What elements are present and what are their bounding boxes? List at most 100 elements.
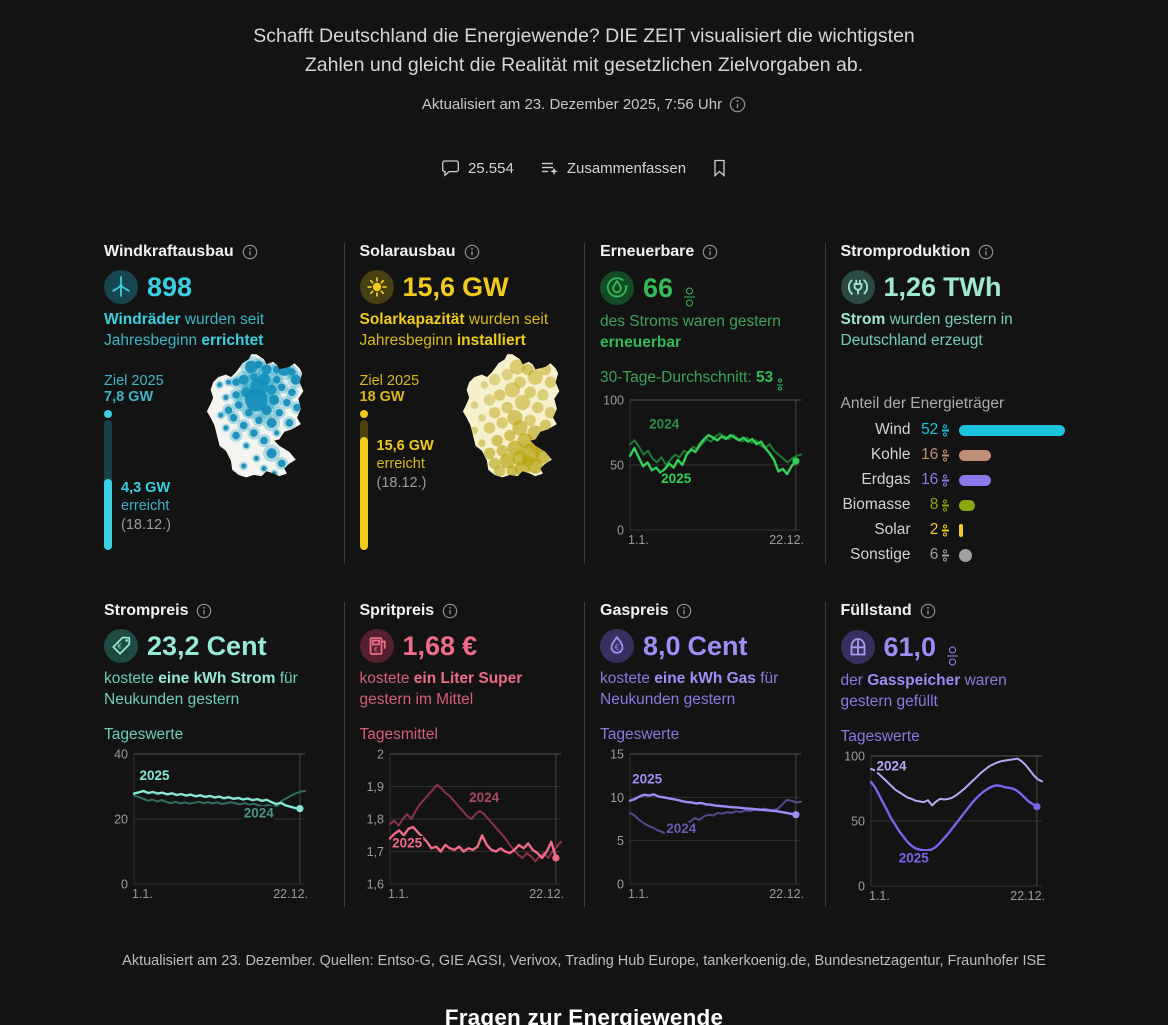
goal-fill: [359, 436, 368, 550]
plug-icon: [840, 270, 875, 304]
summarize-label: Zusammenfassen: [566, 159, 687, 177]
panel-subtitle: Tagesmittel: [359, 726, 438, 743]
panel-unit: €: [462, 630, 478, 661]
goal-target: 18 GW: [359, 389, 405, 405]
panel-value: 66: [643, 272, 674, 303]
page-title: Schafft Deutschland die Energiewende? DI…: [253, 25, 915, 76]
svg-text:10: 10: [610, 791, 624, 805]
svg-text:2025: 2025: [139, 768, 170, 783]
svg-text:1,9: 1,9: [366, 780, 383, 794]
panel-description: Windräder wurden seit Jahresbeginn erric…: [104, 311, 265, 349]
price-tag-icon: €: [104, 629, 138, 663]
header: Schafft Deutschland die Energiewende? DI…: [0, 0, 1168, 177]
info-icon[interactable]: [442, 603, 458, 619]
svg-text:2024: 2024: [666, 821, 697, 836]
info-icon[interactable]: [978, 244, 994, 260]
svg-text:2025: 2025: [392, 835, 423, 850]
panel-title: Gaspreis: [600, 602, 669, 619]
flame-icon: €: [600, 629, 634, 663]
info-icon[interactable]: [676, 603, 692, 619]
panel-gaspreis: Gaspreis €8,0 Cent kostete eine kWh Gas f…: [585, 602, 826, 908]
energy-mix-bar: [958, 474, 992, 486]
energy-mix-bar: [958, 523, 963, 537]
svg-text:22.12.: 22.12.: [769, 533, 804, 546]
energy-mix-row: Sonstige 6: [841, 546, 1051, 564]
panel-description: des Stroms waren gestern erneuerbar: [600, 313, 781, 351]
energy-mix-row: Kohle 16: [841, 446, 1051, 464]
energy-mix-bar: [958, 548, 972, 562]
solar-map-germany: [454, 349, 586, 550]
svg-text:2025: 2025: [898, 851, 929, 866]
svg-text:2: 2: [377, 748, 384, 762]
svg-text:€: €: [615, 643, 620, 652]
energy-mix-title: Anteil der Energieträger: [840, 395, 1005, 412]
fuel-pump-icon: €: [359, 629, 394, 663]
panel-value: 8,0: [643, 630, 681, 661]
panel-value: 15,6: [402, 271, 456, 302]
bookmark-button[interactable]: [712, 159, 727, 177]
svg-text:0: 0: [121, 878, 128, 892]
svg-text:2024: 2024: [469, 790, 500, 805]
panel-subtitle: Tageswerte: [104, 726, 184, 743]
info-icon[interactable]: [196, 603, 212, 619]
svg-text:1.1.: 1.1.: [388, 887, 409, 900]
panel-unit: Cent: [687, 630, 748, 661]
svg-text:100: 100: [603, 394, 624, 408]
wind-turbine-icon: [104, 270, 138, 304]
gas-price-chart: 0 5 10 15 2025 2024 1.1. 22.12.: [600, 748, 809, 905]
info-icon[interactable]: [464, 244, 480, 260]
panel-unit: [680, 270, 695, 307]
panel-unit: [943, 629, 958, 666]
svg-text:22.12.: 22.12.: [769, 887, 804, 900]
fuel-price-chart: 1,6 1,7 1,8 1,9 2 2024 2025 1.1. 22.12.: [360, 748, 569, 905]
goal-fill: [104, 478, 112, 550]
svg-text:2024: 2024: [244, 805, 275, 820]
solar-goal: Ziel 2025 18 GW 15,6 GW erreicht (18.12.…: [359, 373, 454, 550]
svg-text:1,7: 1,7: [366, 845, 383, 859]
energy-mix-row: Solar 2: [841, 521, 1051, 539]
panel-title: Strompreis: [104, 602, 189, 619]
info-icon[interactable]: [729, 96, 746, 113]
info-icon[interactable]: [920, 603, 936, 619]
info-icon[interactable]: [242, 244, 258, 260]
svg-text:2025: 2025: [632, 772, 663, 787]
panel-stromproduktion: Stromproduktion 1,26 TWh Strom wurden ges…: [826, 243, 1067, 564]
svg-text:1.1.: 1.1.: [132, 887, 153, 900]
panel-title: Windkraftausbau: [104, 243, 234, 260]
dashboard-row-1: Windkraftausbau 898 Windräder wurden sei…: [104, 243, 1066, 564]
svg-text:50: 50: [851, 815, 865, 829]
goal-reached: 15,6 GW erreicht (18.12.): [376, 437, 434, 491]
svg-text:€: €: [373, 645, 378, 654]
panel-value: 61,0: [883, 631, 937, 662]
panel-windkraftausbau: Windkraftausbau 898 Windräder wurden sei…: [104, 243, 345, 564]
summarize-button[interactable]: Zusammenfassen: [540, 160, 686, 177]
goal-label: Ziel 2025: [104, 373, 164, 389]
svg-text:50: 50: [610, 459, 624, 473]
svg-text:0: 0: [858, 880, 865, 894]
bookmark-icon: [712, 159, 727, 177]
panel-description: kostete eine kWh Gas für Neukunden geste…: [600, 670, 779, 708]
info-icon[interactable]: [702, 244, 718, 260]
panel-value: 23,2: [147, 630, 200, 661]
panel-value: 1,26: [883, 271, 937, 302]
svg-text:1,8: 1,8: [366, 813, 383, 827]
panel-title: Solarausbau: [359, 243, 456, 260]
svg-text:0: 0: [617, 878, 624, 892]
panel-title: Erneuerbare: [600, 243, 695, 260]
energy-mix-row: Biomasse 8: [841, 496, 1051, 514]
goal-label: Ziel 2025: [359, 373, 420, 389]
electricity-price-chart: 0 20 40 2025 2024 1.1. 22.12.: [104, 748, 328, 905]
svg-text:22.12.: 22.12.: [273, 887, 308, 900]
svg-text:1,6: 1,6: [366, 878, 383, 892]
svg-text:5: 5: [617, 834, 624, 848]
svg-text:€: €: [118, 642, 123, 651]
summarize-icon: [540, 160, 559, 177]
wind-map-germany: [198, 349, 330, 550]
comments-button[interactable]: 25.554: [441, 159, 514, 177]
panel-subtitle: Tageswerte: [840, 728, 920, 746]
panel-description: kostete ein Liter Super gestern im Mitte…: [359, 670, 523, 708]
panel-subtitle: Tageswerte: [600, 726, 680, 743]
panel-value: 898: [147, 271, 193, 302]
svg-text:2024: 2024: [649, 417, 680, 432]
